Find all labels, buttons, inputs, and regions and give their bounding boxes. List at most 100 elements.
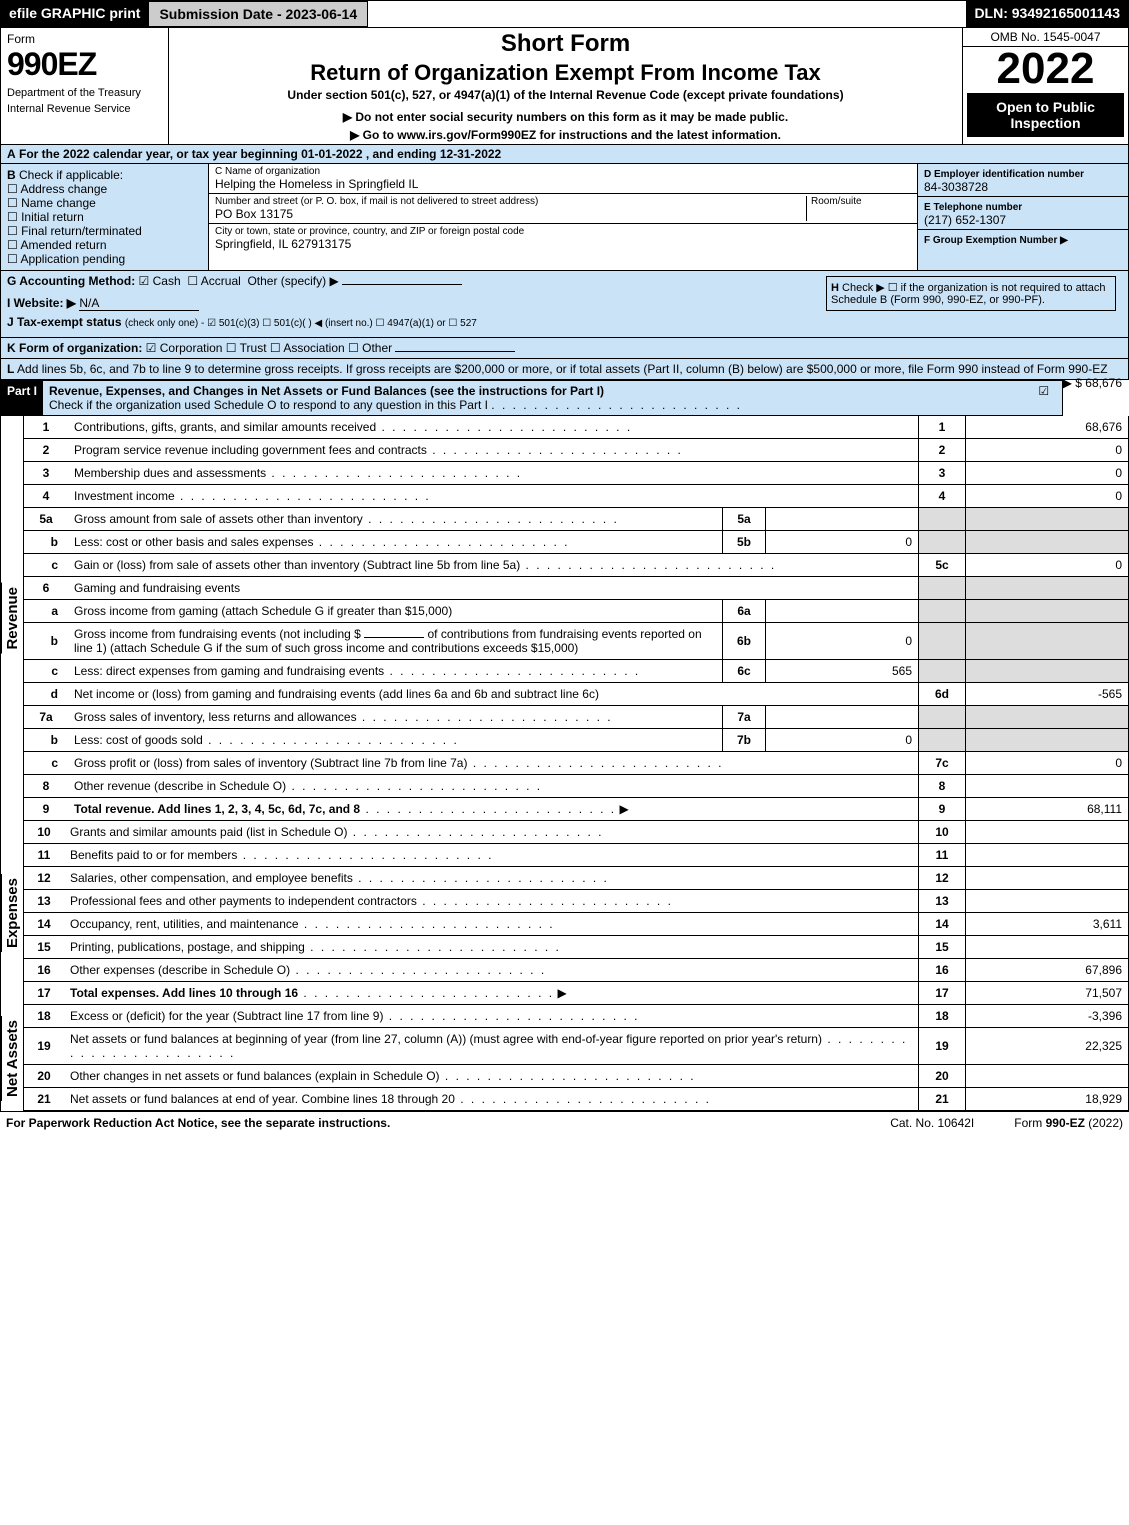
line-11: 11Benefits paid to or for members11	[24, 844, 1129, 867]
check-if-applicable: Check if applicable:	[19, 168, 123, 182]
form-label: Form	[7, 32, 162, 46]
line-1: 1Contributions, gifts, grants, and simil…	[24, 416, 1129, 439]
line-2: 2Program service revenue including gover…	[24, 439, 1129, 462]
accrual-option[interactable]: Accrual	[201, 274, 241, 288]
other-specify-input[interactable]	[342, 284, 462, 285]
line-5a: 5aGross amount from sale of assets other…	[24, 508, 1129, 531]
opt-name-change[interactable]: ☐ Name change	[7, 196, 96, 210]
line-13: 13Professional fees and other payments t…	[24, 890, 1129, 913]
section-b-label: B	[7, 168, 16, 182]
phone-value: (217) 652-1307	[924, 213, 1006, 227]
header-left: Form 990EZ Department of the Treasury In…	[1, 28, 169, 144]
website-label: I Website: ▶	[7, 296, 76, 310]
section-k-text: ☑ Corporation ☐ Trust ☐ Association ☐ Ot…	[146, 341, 392, 355]
revenue-side-label: Revenue	[1, 416, 23, 821]
dln-label: DLN: 93492165001143	[966, 1, 1128, 27]
line-21: 21Net assets or fund balances at end of …	[24, 1088, 1129, 1111]
part1-check-note: Check if the organization used Schedule …	[49, 398, 488, 412]
opt-application-pending[interactable]: ☐ Application pending	[7, 252, 125, 266]
section-a-label: A	[7, 147, 16, 161]
line-5b: bLess: cost or other basis and sales exp…	[24, 531, 1129, 554]
catalog-number: Cat. No. 10642I	[890, 1116, 974, 1130]
website-value: N/A	[79, 296, 199, 311]
submission-date: Submission Date - 2023-06-14	[148, 1, 368, 27]
note-ssn: ▶ Do not enter social security numbers o…	[175, 110, 956, 124]
open-public-badge: Open to Public Inspection	[967, 93, 1124, 137]
line-18: 18Excess or (deficit) for the year (Subt…	[24, 1005, 1129, 1028]
part1-label: Part I	[1, 381, 43, 415]
section-l-label: L	[7, 362, 14, 376]
line-14: 14Occupancy, rent, utilities, and mainte…	[24, 913, 1129, 936]
gross-receipts-value: 68,676	[1085, 376, 1122, 390]
city-label: City or town, state or province, country…	[215, 226, 911, 237]
section-def: D Employer identification number 84-3038…	[917, 164, 1128, 270]
revenue-section: Revenue 1Contributions, gifts, grants, a…	[0, 416, 1129, 821]
section-j: J Tax-exempt status (check only one) - ☑…	[7, 315, 1122, 329]
line-6a: aGross income from gaming (attach Schedu…	[24, 600, 1129, 623]
form-number: 990EZ	[7, 46, 162, 83]
note-link[interactable]: ▶ Go to www.irs.gov/Form990EZ for instru…	[175, 128, 956, 142]
ein-label: D Employer identification number	[924, 169, 1084, 180]
line-7c: cGross profit or (loss) from sales of in…	[24, 752, 1129, 775]
tax-year: 2022	[963, 47, 1128, 91]
cash-option[interactable]: Cash	[153, 274, 181, 288]
section-l-text: Add lines 5b, 6c, and 7b to line 9 to de…	[17, 362, 1108, 376]
section-c: C Name of organization Helping the Homel…	[208, 164, 917, 270]
org-city: Springfield, IL 627913175	[215, 237, 911, 251]
line-6: 6Gaming and fundraising events	[24, 577, 1129, 600]
org-info-grid: B Check if applicable: ☐ Address change …	[0, 164, 1129, 271]
section-k-label: K Form of organization:	[7, 341, 142, 355]
revenue-table: 1Contributions, gifts, grants, and simil…	[23, 416, 1129, 821]
efile-label[interactable]: efile GRAPHIC print	[1, 1, 148, 27]
org-name-label: C Name of organization	[215, 166, 911, 177]
irs-label: Internal Revenue Service	[7, 103, 162, 115]
opt-amended-return[interactable]: ☐ Amended return	[7, 238, 107, 252]
addr-label: Number and street (or P. O. box, if mail…	[215, 196, 806, 207]
opt-address-change[interactable]: ☐ Address change	[7, 182, 107, 196]
section-h-text: Check ▶ ☐ if the organization is not req…	[831, 282, 1106, 306]
line-5c: cGain or (loss) from sale of assets othe…	[24, 554, 1129, 577]
ein-value: 84-3038728	[924, 180, 988, 194]
opt-initial-return[interactable]: ☐ Initial return	[7, 210, 84, 224]
expenses-table: 10Grants and similar amounts paid (list …	[23, 821, 1129, 1005]
line-20: 20Other changes in net assets or fund ba…	[24, 1065, 1129, 1088]
section-j-label: J Tax-exempt status	[7, 315, 122, 329]
section-h: H Check ▶ ☐ if the organization is not r…	[826, 276, 1116, 311]
form-ref: Form 990-EZ (2022)	[1014, 1116, 1123, 1130]
section-k: K Form of organization: ☑ Corporation ☐ …	[0, 338, 1129, 359]
header-center: Short Form Return of Organization Exempt…	[169, 28, 962, 144]
netassets-table: 18Excess or (deficit) for the year (Subt…	[23, 1005, 1129, 1111]
expenses-side-label: Expenses	[1, 821, 23, 1005]
paperwork-notice: For Paperwork Reduction Act Notice, see …	[6, 1116, 390, 1130]
netassets-side-label: Net Assets	[1, 1005, 23, 1111]
section-a: A For the 2022 calendar year, or tax yea…	[0, 145, 1129, 164]
line-4: 4Investment income40	[24, 485, 1129, 508]
netassets-section: Net Assets 18Excess or (deficit) for the…	[0, 1005, 1129, 1111]
part1-checkbox[interactable]: ☑	[1026, 381, 1062, 415]
dept-treasury: Department of the Treasury	[7, 87, 162, 99]
page-footer: For Paperwork Reduction Act Notice, see …	[0, 1111, 1129, 1134]
part1-title: Revenue, Expenses, and Changes in Net As…	[49, 384, 604, 398]
subtitle: Under section 501(c), 527, or 4947(a)(1)…	[175, 88, 956, 102]
line-7b: bLess: cost of goods sold7b0	[24, 729, 1129, 752]
line-6d: dNet income or (loss) from gaming and fu…	[24, 683, 1129, 706]
top-bar: efile GRAPHIC print Submission Date - 20…	[0, 0, 1129, 28]
line-6c: cLess: direct expenses from gaming and f…	[24, 660, 1129, 683]
part1-header-row: Part I Revenue, Expenses, and Changes in…	[0, 380, 1063, 416]
part1-title-wrap: Revenue, Expenses, and Changes in Net As…	[43, 381, 1026, 415]
section-h-label: H	[831, 282, 839, 294]
section-l: L Add lines 5b, 6c, and 7b to line 9 to …	[0, 359, 1129, 380]
line-8: 8Other revenue (describe in Schedule O)8	[24, 775, 1129, 798]
line-17: 17Total expenses. Add lines 10 through 1…	[24, 982, 1129, 1005]
k-other-input[interactable]	[395, 351, 515, 352]
short-form-title: Short Form	[175, 30, 956, 58]
line-6b: bGross income from fundraising events (n…	[24, 623, 1129, 660]
line-15: 15Printing, publications, postage, and s…	[24, 936, 1129, 959]
accounting-method-label: G Accounting Method:	[7, 274, 135, 288]
opt-final-return[interactable]: ☐ Final return/terminated	[7, 224, 142, 238]
other-option[interactable]: Other (specify) ▶	[247, 274, 338, 288]
dots-icon	[491, 398, 742, 412]
section-b: B Check if applicable: ☐ Address change …	[1, 164, 208, 270]
group-exemption-label: F Group Exemption Number ▶	[924, 235, 1068, 246]
line-10: 10Grants and similar amounts paid (list …	[24, 821, 1129, 844]
